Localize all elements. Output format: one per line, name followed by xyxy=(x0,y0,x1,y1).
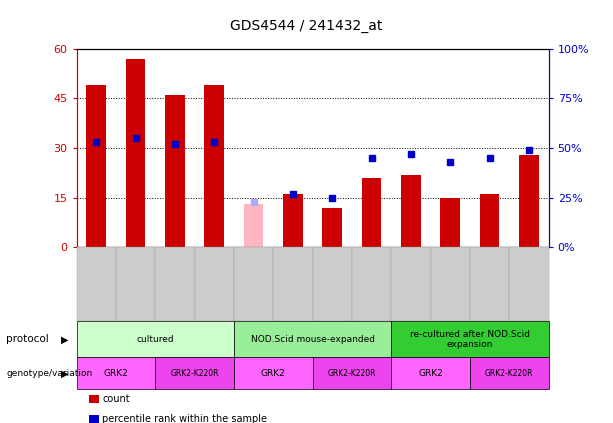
Bar xyxy=(86,85,106,247)
Text: re-cultured after NOD.Scid
expansion: re-cultured after NOD.Scid expansion xyxy=(410,330,530,349)
Bar xyxy=(470,49,509,247)
Text: ▶: ▶ xyxy=(61,335,68,344)
Bar xyxy=(322,208,342,247)
Bar xyxy=(244,204,264,247)
Bar xyxy=(391,49,430,247)
Bar xyxy=(283,195,303,247)
Text: GDS4544 / 241432_at: GDS4544 / 241432_at xyxy=(230,19,383,33)
Bar xyxy=(430,49,470,247)
Bar xyxy=(165,95,185,247)
Bar xyxy=(313,49,352,247)
Bar xyxy=(194,49,234,247)
Text: ▶: ▶ xyxy=(61,368,68,378)
Bar xyxy=(234,49,273,247)
Bar xyxy=(441,198,460,247)
Text: GRK2-K220R: GRK2-K220R xyxy=(485,369,533,378)
Bar xyxy=(509,49,549,247)
Text: percentile rank within the sample: percentile rank within the sample xyxy=(102,414,267,423)
Bar xyxy=(155,49,195,247)
Bar xyxy=(401,175,421,247)
Text: GRK2: GRK2 xyxy=(261,369,286,378)
Bar xyxy=(116,49,155,247)
Bar xyxy=(77,49,116,247)
Bar xyxy=(480,195,500,247)
Text: GRK2: GRK2 xyxy=(104,369,128,378)
Bar xyxy=(273,49,313,247)
Text: GRK2-K220R: GRK2-K220R xyxy=(170,369,219,378)
Text: NOD.Scid mouse-expanded: NOD.Scid mouse-expanded xyxy=(251,335,375,344)
Bar xyxy=(352,49,391,247)
Bar xyxy=(205,85,224,247)
Bar xyxy=(126,58,145,247)
Text: count: count xyxy=(102,394,130,404)
Text: GRK2-K220R: GRK2-K220R xyxy=(328,369,376,378)
Bar xyxy=(519,155,539,247)
Bar xyxy=(362,178,381,247)
Text: cultured: cultured xyxy=(137,335,174,344)
Text: protocol: protocol xyxy=(6,335,49,344)
Text: GRK2: GRK2 xyxy=(418,369,443,378)
Text: genotype/variation: genotype/variation xyxy=(6,369,93,378)
